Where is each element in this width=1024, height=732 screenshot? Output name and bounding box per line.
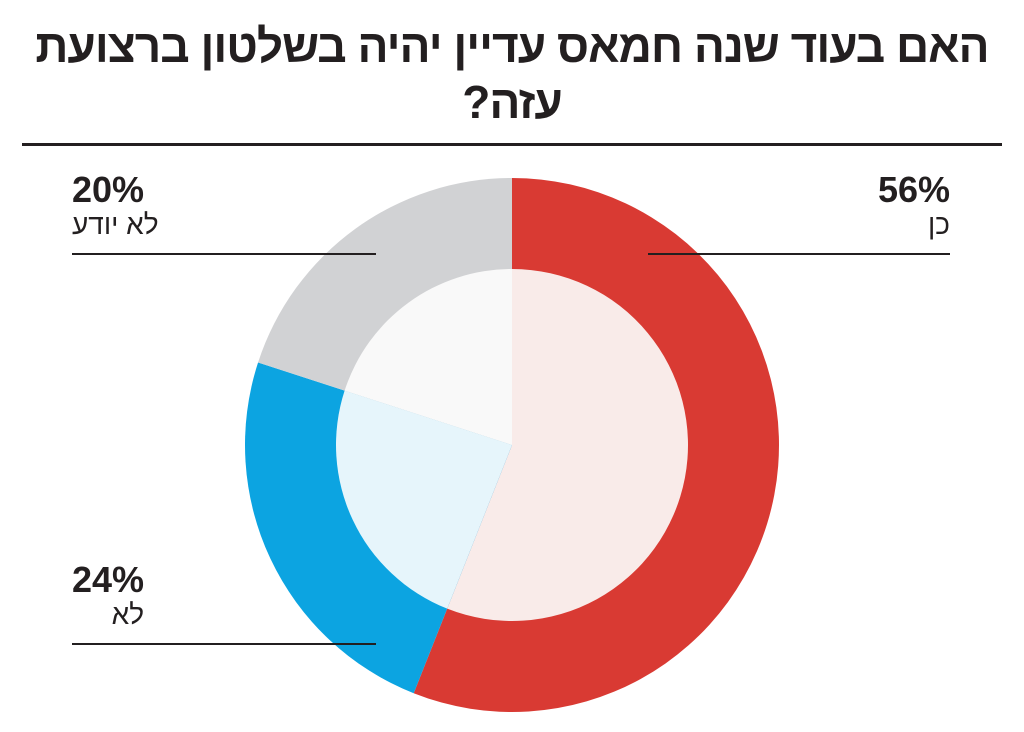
- label-dontknow: 20% לא יודע: [72, 170, 159, 240]
- label-no-percent: 24%: [72, 559, 145, 600]
- label-no-name: לא: [111, 599, 145, 630]
- title-divider: [22, 143, 1002, 146]
- label-no-leader-line: [72, 643, 376, 645]
- label-yes: 56% כן: [878, 170, 950, 240]
- slice-inner-1: [335, 390, 512, 609]
- label-yes-name: כן: [928, 209, 950, 240]
- slice-inner-2: [344, 269, 512, 445]
- label-yes-leader-line: [648, 253, 950, 255]
- label-dontknow-name: לא יודע: [72, 209, 159, 240]
- label-yes-percent: 56%: [877, 169, 950, 210]
- label-dontknow-leader-line: [72, 253, 376, 255]
- label-dontknow-percent: 20%: [72, 169, 145, 210]
- slice-inner-0: [447, 269, 688, 621]
- label-no: 24% לא: [72, 560, 144, 630]
- chart-title: האם בעוד שנה חמאס עדיין יהיה בשלטון ברצו…: [35, 20, 989, 128]
